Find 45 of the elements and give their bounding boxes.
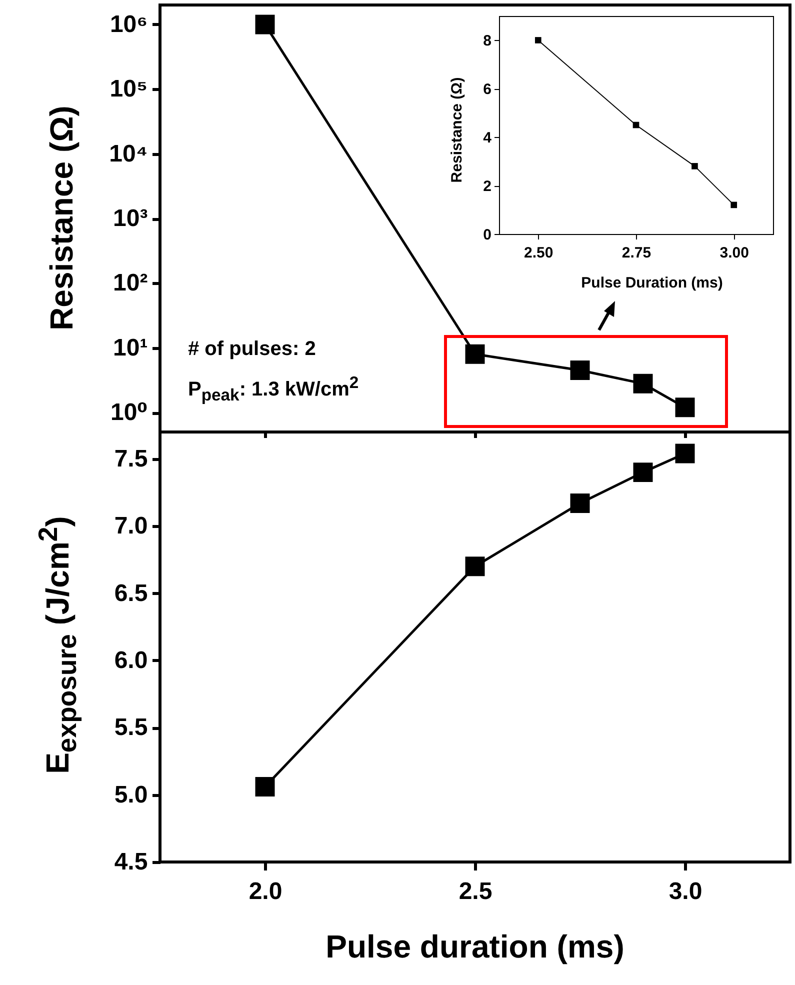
y-tick-label: 2 (483, 178, 492, 196)
y-tick-label: 5.5 (114, 714, 148, 742)
x-tick-label: 3.00 (720, 244, 749, 262)
y-tick-label: 8 (483, 32, 492, 50)
x-tick-label: 2.0 (248, 878, 282, 906)
y-tick-label: 7.5 (114, 445, 148, 472)
point (534, 37, 542, 44)
x-tick-label: 3.0 (668, 878, 702, 906)
point (570, 360, 590, 380)
y-tick-label: 4 (483, 130, 492, 147)
x-tick-label: 2.50 (524, 244, 554, 262)
y-axis-title: Resistance (Ω) (448, 77, 466, 183)
x-axis-title: Pulse Duration (ms) (581, 274, 723, 292)
y-tick-label: 10¹ (113, 334, 148, 362)
y-tick-label: 4.5 (114, 848, 148, 876)
point (633, 462, 653, 482)
point (675, 398, 695, 418)
y-tick-label: 10⁴ (109, 140, 148, 168)
y-tick-label: 5.0 (114, 781, 148, 808)
y-tick-label: 10² (113, 270, 148, 297)
y-tick-label: 10⁶ (110, 10, 148, 38)
point (692, 163, 698, 170)
y-axis-title: Resistance (Ω) (44, 106, 80, 330)
x-tick-label: 2.75 (622, 244, 652, 262)
point (255, 777, 275, 796)
point (465, 344, 485, 364)
point (633, 374, 653, 394)
point (675, 444, 695, 464)
x-axis-title: Pulse duration (ms) (326, 928, 624, 966)
y-tick-label: 0 (483, 226, 492, 244)
x-tick-label: 2.5 (458, 878, 492, 906)
point (255, 14, 275, 34)
annotation: # of pulses: 2 (188, 338, 316, 361)
point (632, 122, 640, 128)
y-tick-label: 10⁰ (110, 399, 148, 426)
y-tick-label: 6.5 (114, 580, 148, 607)
y-tick-label: 7.0 (114, 512, 148, 540)
y-tick-label: 10³ (113, 205, 148, 232)
annotation: P$_{peak}$: 1.3 kW/cm$^{2}$ (188, 373, 359, 406)
point (730, 202, 738, 208)
point (570, 493, 590, 513)
y-tick-label: 6.0 (114, 646, 148, 674)
point (465, 556, 485, 576)
y-tick-label: 6 (483, 81, 492, 98)
y-tick-label: 10⁵ (110, 76, 148, 103)
